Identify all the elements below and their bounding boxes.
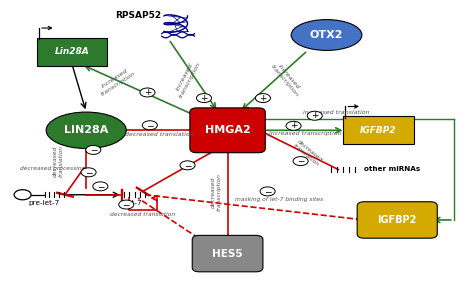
- Text: other miRNAs: other miRNAs: [364, 166, 420, 172]
- Text: +: +: [144, 88, 151, 97]
- Text: −: −: [97, 182, 104, 191]
- Text: +: +: [290, 121, 297, 130]
- Text: let-7: let-7: [125, 200, 142, 206]
- Text: increased transcription: increased transcription: [269, 131, 342, 136]
- Circle shape: [260, 187, 275, 196]
- Text: −: −: [90, 145, 97, 155]
- Text: Lin28A: Lin28A: [55, 47, 90, 56]
- FancyBboxPatch shape: [357, 202, 438, 238]
- Circle shape: [14, 190, 31, 200]
- Text: +: +: [311, 111, 319, 120]
- Text: +: +: [200, 94, 208, 102]
- Text: −: −: [297, 156, 304, 166]
- Circle shape: [86, 145, 101, 155]
- Text: decreased translation: decreased translation: [110, 212, 175, 217]
- Text: increased
transcription: increased transcription: [269, 60, 303, 97]
- Circle shape: [140, 88, 155, 97]
- Text: HES5: HES5: [212, 248, 243, 259]
- Text: increased translation: increased translation: [302, 110, 369, 115]
- Text: decreased
translation: decreased translation: [53, 145, 64, 177]
- Circle shape: [197, 94, 211, 102]
- Text: pre-let-7: pre-let-7: [28, 200, 59, 206]
- Text: decreased
transcription: decreased transcription: [210, 173, 221, 211]
- Circle shape: [142, 121, 157, 130]
- Text: HMGA2: HMGA2: [205, 125, 250, 135]
- FancyBboxPatch shape: [190, 108, 265, 153]
- FancyBboxPatch shape: [192, 235, 263, 272]
- Text: LIN28A: LIN28A: [64, 125, 109, 135]
- Text: increased
transcription: increased transcription: [97, 66, 137, 97]
- Text: −: −: [146, 121, 154, 130]
- Text: −: −: [85, 168, 92, 177]
- Text: −: −: [184, 161, 191, 170]
- Circle shape: [93, 182, 108, 191]
- Circle shape: [118, 200, 134, 209]
- Text: IGFBP2: IGFBP2: [360, 126, 397, 135]
- Circle shape: [286, 121, 301, 130]
- Text: −: −: [264, 187, 272, 196]
- Text: −: −: [122, 200, 130, 209]
- Circle shape: [180, 161, 195, 170]
- Text: decreased translation: decreased translation: [125, 132, 193, 137]
- Circle shape: [293, 156, 308, 166]
- Text: increased
transcription: increased transcription: [173, 58, 202, 99]
- Circle shape: [255, 94, 271, 102]
- FancyBboxPatch shape: [36, 38, 108, 66]
- Circle shape: [81, 168, 96, 177]
- Text: decreased processing: decreased processing: [20, 166, 86, 171]
- Circle shape: [307, 111, 322, 120]
- Text: OTX2: OTX2: [310, 30, 343, 40]
- Text: IGFBP2: IGFBP2: [377, 215, 417, 225]
- Ellipse shape: [291, 20, 362, 50]
- Text: masking of let-7 binding sites: masking of let-7 binding sites: [235, 197, 324, 202]
- Text: +: +: [259, 94, 267, 102]
- Ellipse shape: [46, 112, 126, 149]
- Text: decreased
translation: decreased translation: [292, 138, 323, 167]
- FancyBboxPatch shape: [343, 116, 414, 144]
- Text: RPSAP52: RPSAP52: [115, 10, 161, 20]
